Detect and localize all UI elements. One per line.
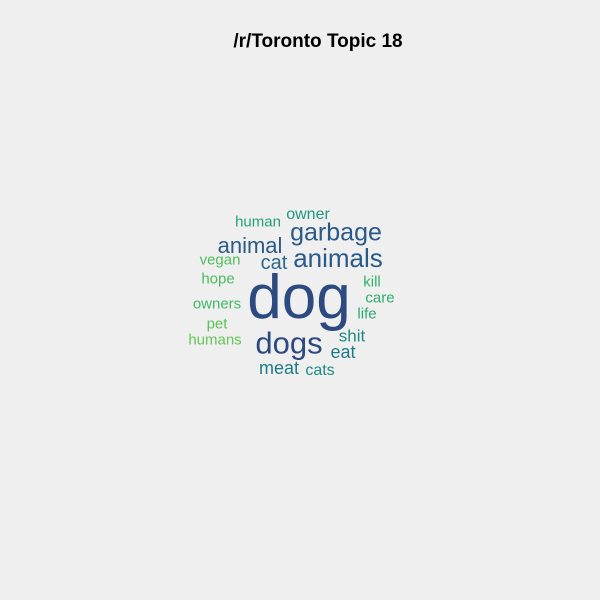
word-cat: cat bbox=[260, 252, 288, 274]
word-owner: owner bbox=[286, 206, 330, 223]
word-owners: owners bbox=[192, 295, 242, 313]
word-vegan: vegan bbox=[199, 251, 241, 269]
word-care: care bbox=[365, 289, 395, 307]
word-kill: kill bbox=[363, 273, 381, 291]
word-cats: cats bbox=[305, 362, 335, 379]
word-humans: humans bbox=[188, 331, 242, 349]
chart-title: /r/Toronto Topic 18 bbox=[233, 31, 403, 52]
word-pet: pet bbox=[206, 315, 228, 333]
word-meat: meat bbox=[258, 358, 300, 378]
word-shit: shit bbox=[338, 326, 366, 346]
word-life: life bbox=[357, 305, 377, 323]
word-animal: animal bbox=[217, 233, 283, 258]
word-dogs: dogs bbox=[255, 325, 323, 361]
word-garbage: garbage bbox=[290, 218, 382, 247]
word-human: human bbox=[235, 213, 281, 231]
word-eat: eat bbox=[330, 342, 356, 362]
word-dog: dog bbox=[247, 263, 351, 332]
word-animals: animals bbox=[293, 243, 383, 273]
word-hope: hope bbox=[201, 270, 235, 288]
